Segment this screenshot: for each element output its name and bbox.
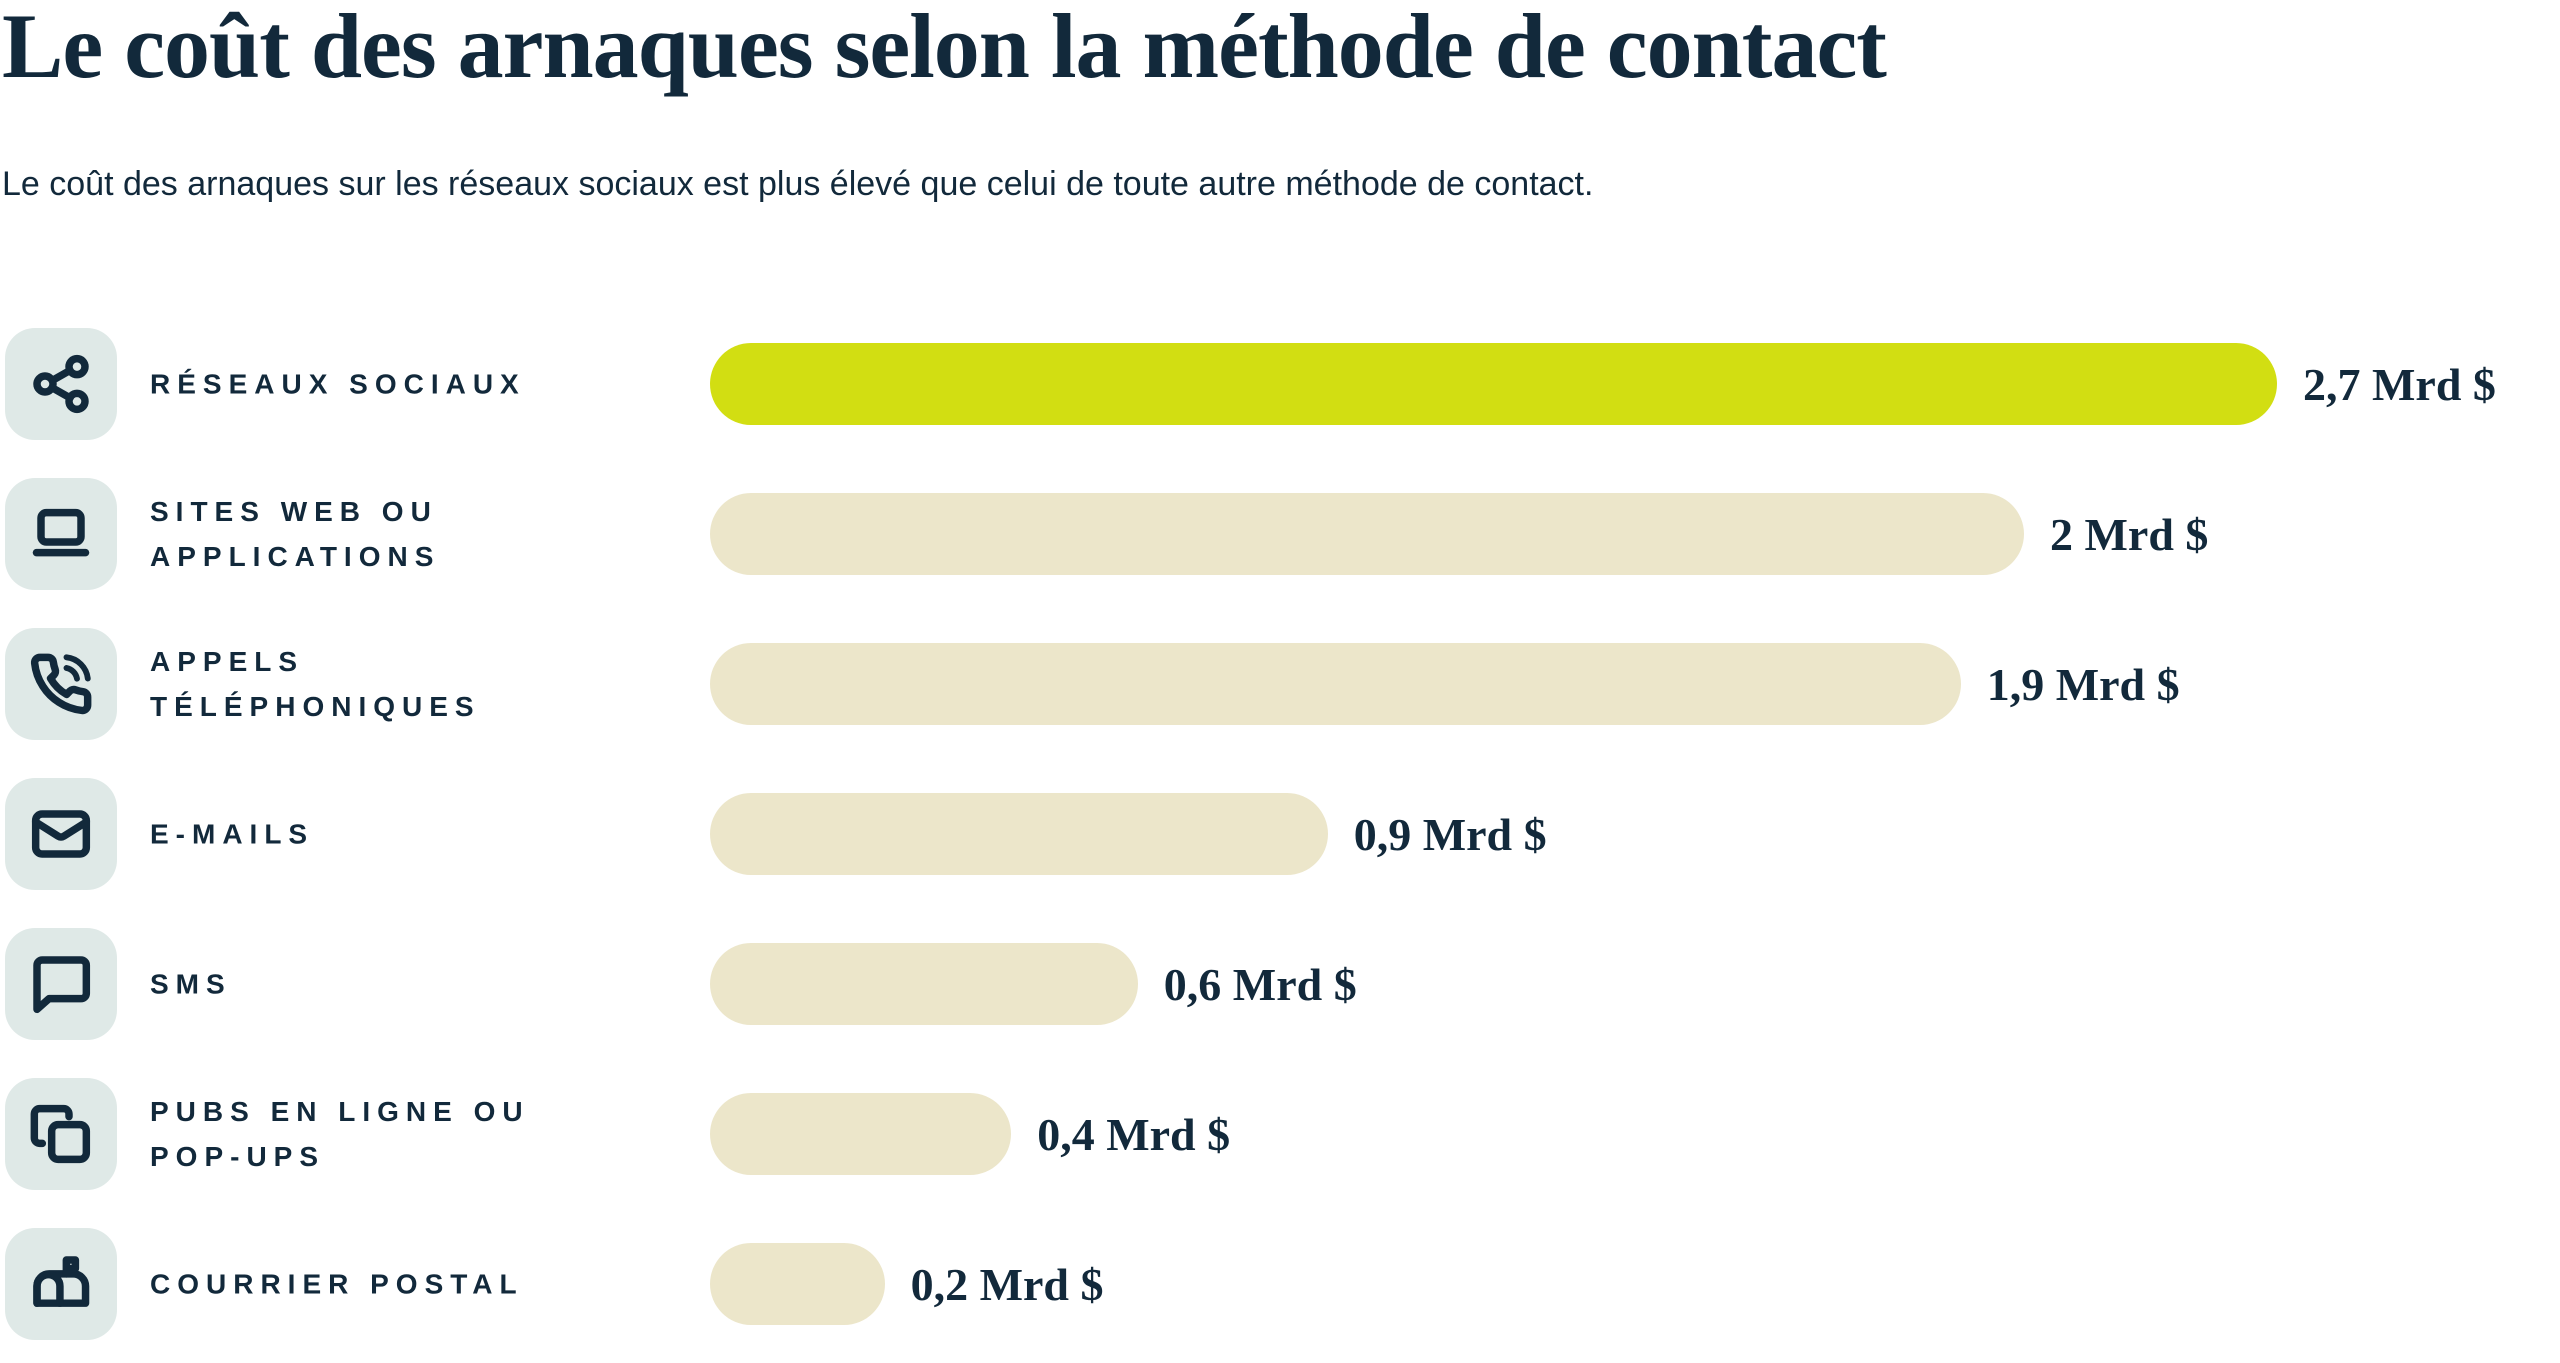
category-label: APPELS TÉLÉPHONIQUES — [150, 646, 481, 722]
bar — [710, 793, 1328, 875]
bar-track: 2 Mrd $ — [710, 493, 2560, 575]
mailbox-icon — [33, 1256, 90, 1307]
category-label: SMS — [150, 968, 232, 1000]
chart-row: RÉSEAUX SOCIAUX 2,7 Mrd $ — [0, 309, 2560, 459]
chart-row: APPELS TÉLÉPHONIQUES 1,9 Mrd $ — [0, 609, 2560, 759]
chat-bubble-icon — [33, 956, 91, 1014]
popup-windows-icon — [30, 1104, 91, 1164]
value-label: 0,9 Mrd $ — [1353, 808, 1547, 860]
value-label: 0,2 Mrd $ — [910, 1258, 1104, 1310]
bar — [710, 943, 1138, 1025]
bar-chart: RÉSEAUX SOCIAUX 2,7 Mrd $ SITES WEB OU APP… — [0, 309, 2560, 1359]
value-label: 0,4 Mrd $ — [1037, 1108, 1231, 1160]
bar-track: 1,9 Mrd $ — [710, 643, 2560, 725]
bar — [710, 1243, 885, 1325]
icon-tile — [5, 628, 117, 740]
value-label: 2,7 Mrd $ — [2303, 358, 2496, 410]
icon-tile — [5, 328, 117, 440]
share-icon — [33, 354, 89, 414]
icon-tile — [5, 1228, 117, 1340]
envelope-icon — [31, 810, 91, 858]
icon-tile — [5, 478, 117, 590]
bar-track: 0,9 Mrd $ — [710, 793, 2560, 875]
chart-row: E-MAILS 0,9 Mrd $ — [0, 759, 2560, 909]
category-label: SITES WEB OU APPLICATIONS — [150, 496, 441, 572]
icon-tile — [5, 928, 117, 1040]
category-label: PUBS EN LIGNE OU POP-UPS — [150, 1096, 530, 1172]
icon-tile — [5, 778, 117, 890]
bar — [710, 643, 1961, 725]
chart-row: SMS 0,6 Mrd $ — [0, 909, 2560, 1059]
value-label: 1,9 Mrd $ — [1986, 658, 2180, 710]
bar-highlighted — [710, 343, 2277, 425]
icon-tile — [5, 1078, 117, 1190]
category-label: E-MAILS — [150, 818, 315, 850]
phone-call-icon — [30, 653, 92, 715]
chart-row: SITES WEB OU APPLICATIONS 2 Mrd $ — [0, 459, 2560, 609]
laptop-icon — [32, 508, 90, 557]
bar-track: 2,7 Mrd $ — [710, 343, 2560, 425]
bar-track: 0,2 Mrd $ — [710, 1243, 2560, 1325]
page-title: Le coût des arnaques selon la méthode de… — [2, 0, 1887, 97]
category-label: RÉSEAUX SOCIAUX — [150, 368, 526, 400]
chart-row: PUBS EN LIGNE OU POP-UPS 0,4 Mrd $ — [0, 1059, 2560, 1209]
value-label: 0,6 Mrd $ — [1163, 958, 1357, 1010]
chart-row: COURRIER POSTAL 0,2 Mrd $ — [0, 1209, 2560, 1359]
bar — [710, 493, 2024, 575]
value-label: 2 Mrd $ — [2050, 508, 2209, 560]
bar-track: 0,4 Mrd $ — [710, 1093, 2560, 1175]
page-subtitle: Le coût des arnaques sur les réseaux soc… — [2, 165, 1594, 203]
bar — [710, 1093, 1012, 1175]
category-label: COURRIER POSTAL — [150, 1268, 524, 1300]
bar-track: 0,6 Mrd $ — [710, 943, 2560, 1025]
